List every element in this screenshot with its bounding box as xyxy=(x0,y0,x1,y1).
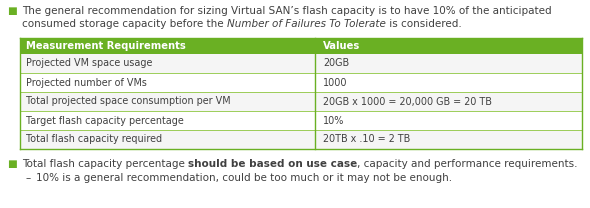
Text: Projected VM space usage: Projected VM space usage xyxy=(26,58,152,68)
Text: Projected number of VMs: Projected number of VMs xyxy=(26,78,147,88)
Text: , capacity and performance requirements.: , capacity and performance requirements. xyxy=(358,159,578,169)
Bar xyxy=(20,92,582,111)
Text: Total flash capacity required: Total flash capacity required xyxy=(26,135,162,145)
Text: 10% is a general recommendation, could be too much or it may not be enough.: 10% is a general recommendation, could b… xyxy=(36,173,452,183)
Text: ■: ■ xyxy=(7,6,17,16)
Bar xyxy=(20,130,582,149)
Text: is considered.: is considered. xyxy=(386,19,461,29)
Text: Total flash capacity percentage: Total flash capacity percentage xyxy=(22,159,188,169)
Text: should be based on use case: should be based on use case xyxy=(188,159,358,169)
Text: –: – xyxy=(26,173,31,183)
Text: 20GB x 1000 = 20,000 GB = 20 TB: 20GB x 1000 = 20,000 GB = 20 TB xyxy=(323,97,492,106)
Text: The general recommendation for sizing Virtual SAN’s flash capacity is to have 10: The general recommendation for sizing Vi… xyxy=(22,6,552,16)
Text: 20TB x .10 = 2 TB: 20TB x .10 = 2 TB xyxy=(323,135,410,145)
Text: consumed storage capacity before the: consumed storage capacity before the xyxy=(22,19,227,29)
Text: Measurement Requirements: Measurement Requirements xyxy=(26,41,186,51)
Text: 10%: 10% xyxy=(323,115,345,125)
Text: ■: ■ xyxy=(7,159,17,169)
Text: Target flash capacity percentage: Target flash capacity percentage xyxy=(26,115,183,125)
Text: Total projected space consumption per VM: Total projected space consumption per VM xyxy=(26,97,231,106)
Text: Number of Failures To Tolerate: Number of Failures To Tolerate xyxy=(227,19,386,29)
Text: Values: Values xyxy=(323,41,360,51)
Bar xyxy=(20,111,582,130)
Bar xyxy=(20,54,582,73)
Text: 1000: 1000 xyxy=(323,78,348,88)
Bar xyxy=(20,38,582,54)
Bar xyxy=(20,73,582,92)
Text: 20GB: 20GB xyxy=(323,58,349,68)
